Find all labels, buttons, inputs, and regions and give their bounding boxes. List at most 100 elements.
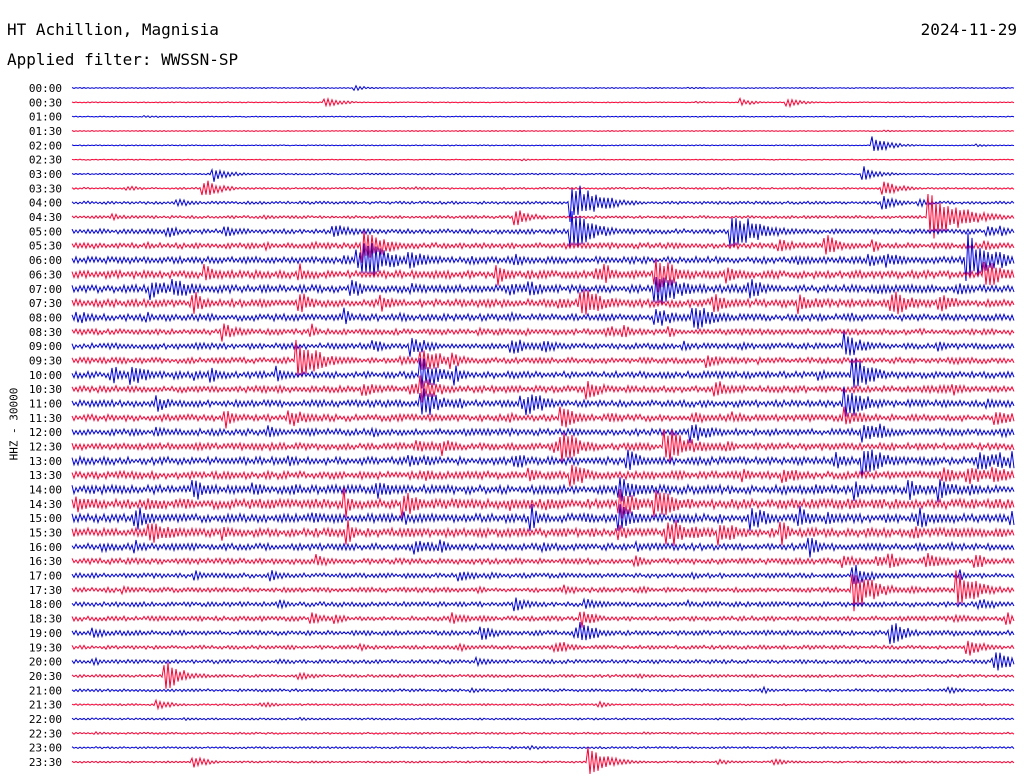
- time-tick-label: 09:30: [29, 354, 62, 367]
- trace-row-2000: [71, 652, 1015, 671]
- trace-row-1300: [71, 449, 1015, 479]
- trace-row-2100: [71, 685, 1015, 695]
- trace-row-2330: [71, 747, 1015, 775]
- time-tick-label: 18:30: [29, 613, 62, 626]
- time-tick-label: 22:00: [29, 713, 62, 726]
- trace-row-0330: [71, 180, 1015, 196]
- trace-row-0030: [71, 96, 1015, 109]
- trace-row-0000: [71, 84, 1015, 92]
- time-tick-label: 07:30: [29, 297, 62, 310]
- trace-row-0630: [71, 258, 1015, 293]
- time-tick-label: 17:00: [29, 570, 62, 583]
- time-tick-label: 02:00: [29, 139, 62, 152]
- time-tick-label: 13:30: [29, 469, 62, 482]
- time-tick-label: 09:00: [29, 340, 62, 353]
- trace-row-1530: [71, 519, 1015, 546]
- time-tick-label: 10:00: [29, 369, 62, 382]
- trace-row-2200: [71, 716, 1015, 722]
- time-tick-label: 06:30: [29, 268, 62, 281]
- time-tick-label: 08:00: [29, 311, 62, 324]
- time-tick-label: 20:30: [29, 670, 62, 683]
- trace-row-0230: [71, 158, 1015, 162]
- time-tick-label: 19:30: [29, 641, 62, 654]
- time-tick-label: 16:30: [29, 555, 62, 568]
- trace-row-1630: [71, 553, 1015, 569]
- trace-row-1900: [71, 621, 1015, 645]
- time-tick-label: 00:00: [29, 82, 62, 95]
- time-tick-label: 14:00: [29, 484, 62, 497]
- time-tick-label: 07:00: [29, 283, 62, 296]
- time-tick-label: 13:00: [29, 455, 62, 468]
- time-tick-label: 00:30: [29, 96, 62, 109]
- time-tick-label: 01:00: [29, 111, 62, 124]
- seismogram-traces: [71, 84, 1015, 775]
- time-tick-label: 18:00: [29, 598, 62, 611]
- trace-row-2230: [71, 730, 1015, 736]
- time-tick-label: 21:00: [29, 684, 62, 697]
- trace-row-0100: [71, 114, 1015, 119]
- time-tick-label: 22:30: [29, 727, 62, 740]
- time-tick-label: 15:30: [29, 527, 62, 540]
- time-tick-label: 05:30: [29, 240, 62, 253]
- trace-row-1100: [71, 386, 1015, 417]
- trace-row-1430: [71, 487, 1015, 519]
- trace-row-2300: [71, 744, 1015, 751]
- trace-row-0500: [71, 211, 1015, 248]
- time-tick-label: 23:00: [29, 742, 62, 755]
- time-tick-label: 01:30: [29, 125, 62, 138]
- time-tick-label: 16:00: [29, 541, 62, 554]
- time-tick-label: 21:30: [29, 699, 62, 712]
- trace-row-1830: [71, 611, 1015, 628]
- trace-row-1230: [71, 429, 1015, 463]
- trace-row-0300: [71, 166, 1015, 182]
- trace-row-0600: [71, 233, 1015, 282]
- trace-row-0800: [71, 307, 1015, 330]
- trace-row-0400: [71, 185, 1015, 223]
- trace-row-1030: [71, 375, 1015, 403]
- trace-row-2130: [71, 698, 1015, 711]
- trace-row-1000: [71, 358, 1015, 389]
- trace-row-0530: [71, 230, 1015, 263]
- time-tick-label: 10:30: [29, 383, 62, 396]
- station-title: HT Achillion, Magnisia: [7, 20, 219, 39]
- time-tick-label: 03:00: [29, 168, 62, 181]
- trace-row-0130: [71, 129, 1015, 133]
- trace-row-1930: [71, 640, 1015, 656]
- time-tick-label: 04:00: [29, 197, 62, 210]
- trace-row-1700: [71, 564, 1015, 585]
- trace-row-1800: [71, 597, 1015, 612]
- time-tick-label: 23:30: [29, 756, 62, 769]
- time-tick-label: 08:30: [29, 326, 62, 339]
- time-tick-label: 12:30: [29, 441, 62, 454]
- trace-row-1130: [71, 406, 1015, 429]
- trace-row-0930: [71, 339, 1015, 378]
- trace-row-1400: [71, 477, 1015, 503]
- time-tick-label: 12:00: [29, 426, 62, 439]
- time-tick-label: 05:00: [29, 225, 62, 238]
- time-tick-label: 11:30: [29, 412, 62, 425]
- trace-row-0430: [71, 193, 1015, 239]
- trace-row-1500: [71, 504, 1015, 532]
- trace-row-2030: [71, 662, 1015, 689]
- time-tick-label: 19:00: [29, 627, 62, 640]
- trace-row-0830: [71, 323, 1015, 342]
- time-tick-label: 04:30: [29, 211, 62, 224]
- time-tick-label: 20:00: [29, 656, 62, 669]
- trace-row-0900: [71, 331, 1015, 357]
- time-tick-label: 06:00: [29, 254, 62, 267]
- time-tick-label: 15:00: [29, 512, 62, 525]
- trace-row-0730: [71, 289, 1015, 315]
- time-tick-label: 17:30: [29, 584, 62, 597]
- time-tick-label: 14:30: [29, 498, 62, 511]
- trace-row-0700: [71, 277, 1015, 305]
- time-tick-label: 03:30: [29, 182, 62, 195]
- trace-row-0200: [71, 136, 1015, 152]
- trace-row-1730: [71, 570, 1015, 612]
- filter-label: Applied filter: WWSSN-SP: [7, 50, 239, 69]
- record-date: 2024-11-29: [920, 20, 1017, 39]
- trace-row-1600: [71, 537, 1015, 558]
- trace-row-1330: [71, 464, 1015, 487]
- trace-row-1200: [71, 423, 1015, 444]
